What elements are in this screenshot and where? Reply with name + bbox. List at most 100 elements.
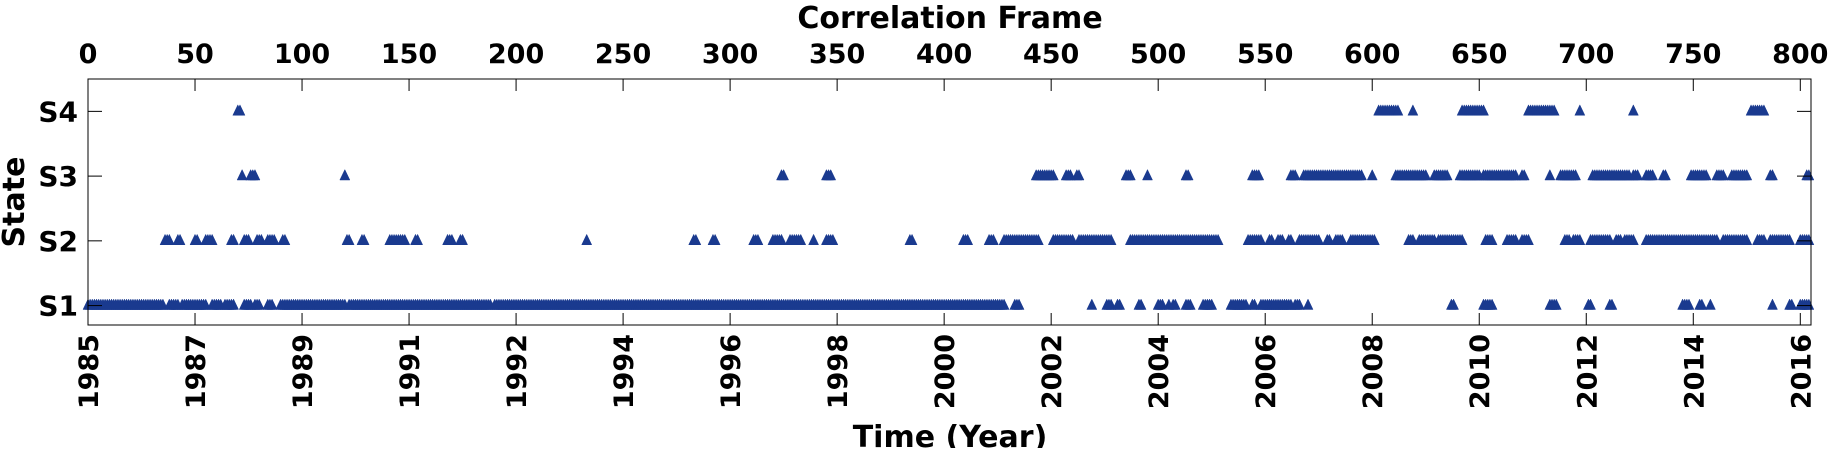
state-marker-s2 [206,233,218,245]
y-axis-label: State [0,157,32,248]
state-marker-s2 [412,233,424,245]
state-marker-s4 [1392,104,1404,116]
x2-tick-label: 50 [176,39,214,70]
state-marker-s1 [1135,298,1147,310]
state-marker-s1 [1169,298,1181,310]
x2-tick-label: 250 [595,39,651,70]
state-marker-s3 [236,169,248,181]
state-marker-s3 [1660,169,1671,181]
x2-tick-label: 450 [1023,39,1079,70]
state-marker-s2 [1212,233,1224,245]
state-marker-s3 [1073,169,1085,181]
x-tick-label: 2004 [1144,334,1175,409]
state-marker-s2 [1313,233,1325,245]
state-marker-s2 [1285,233,1297,245]
state-marker-s2 [1456,233,1468,245]
state-marker-s1 [1486,298,1498,310]
state-marker-s4 [1627,104,1639,116]
x-tick-label: 1996 [716,334,747,409]
state-marker-s2 [279,233,291,245]
state-marker-s2 [1574,233,1586,245]
state-marker-s1 [1683,298,1695,310]
x2-tick-label: 650 [1451,39,1507,70]
state-marker-s4 [1548,104,1560,116]
state-marker-s2 [581,233,593,245]
state-marker-s2 [709,233,721,245]
state-marker-s2 [343,233,355,245]
x-tick-label: 1992 [502,334,533,409]
state-marker-s1 [1086,298,1098,310]
state-marker-s3 [1518,169,1530,181]
x2-tick-label: 100 [274,39,330,70]
x-tick-label: 2008 [1358,334,1389,409]
state-marker-s4 [1574,104,1586,116]
state-marker-s3 [249,169,261,181]
x-tick-label: 1991 [395,334,426,409]
state-marker-s2 [906,233,918,245]
x2-tick-label: 600 [1344,39,1400,70]
state-marker-s1 [253,298,265,310]
x2-tick-label: 700 [1558,39,1614,70]
x-tick-label: 1985 [74,334,105,409]
plot-area [87,78,1812,326]
state-marker-s1 [1294,298,1305,310]
state-marker-s1 [1696,298,1708,310]
state-marker-s2 [808,233,819,245]
x2-tick-label: 500 [1130,39,1186,70]
state-marker-s1 [998,298,1010,310]
x-axis-label: Time (Year) [853,420,1048,448]
x-tick-label: 2002 [1037,334,1068,409]
state-marker-s3 [1289,169,1301,181]
state-marker-s2 [962,233,974,245]
state-marker-s3 [825,169,837,181]
x2-tick-label: 350 [809,39,865,70]
state-marker-s3 [1767,169,1778,181]
state-marker-s4 [234,104,246,116]
top-axis-label: Correlation Frame [797,1,1102,36]
state-marker-s2 [399,233,411,245]
state-marker-s3 [1124,169,1136,181]
state-marker-s2 [776,233,787,245]
x-tick-label: 2016 [1786,334,1817,409]
state-marker-s3 [1441,169,1453,181]
state-marker-s2 [1032,233,1044,245]
x2-tick-label: 300 [702,39,758,70]
state-marker-s1 [1013,298,1025,310]
state-marker-s2 [795,233,807,245]
state-marker-s3 [778,169,790,181]
x-tick-label: 2014 [1679,334,1710,409]
state-marker-s2 [268,233,280,245]
state-marker-s1 [1206,298,1218,310]
x2-tick-label: 200 [488,39,544,70]
x-tick-label: 2000 [930,334,961,409]
state-marker-s2 [752,233,764,245]
state-marker-s3 [1356,169,1367,181]
state-marker-s2 [1336,233,1348,245]
state-marker-s2 [1523,233,1534,245]
state-marker-s1 [1302,298,1314,310]
state-marker-s1 [1606,298,1618,310]
state-marker-s2 [1486,233,1498,245]
y-tick-label: S3 [38,160,78,193]
state-marker-s4 [1478,104,1489,116]
state-marker-s1 [1114,298,1126,310]
state-marker-s4 [1407,104,1419,116]
x-tick-label: 2010 [1465,334,1496,409]
state-marker-s2 [1741,233,1753,245]
state-marker-s3 [1647,169,1659,181]
state-marker-s1 [266,298,278,310]
x2-tick-label: 750 [1665,39,1721,70]
state-marker-s3 [1253,169,1265,181]
x-tick-label: 2012 [1572,334,1603,409]
state-marker-s3 [1717,169,1729,181]
state-marker-s2 [191,233,203,245]
x2-tick-label: 400 [916,39,972,70]
state-marker-s2 [1105,233,1117,245]
state-marker-s1 [1550,298,1562,310]
state-marker-s1 [1184,298,1196,310]
state-marker-s2 [457,233,468,245]
state-marker-s2 [163,233,175,245]
state-marker-s1 [1705,298,1716,310]
state-marker-s3 [1570,169,1581,181]
